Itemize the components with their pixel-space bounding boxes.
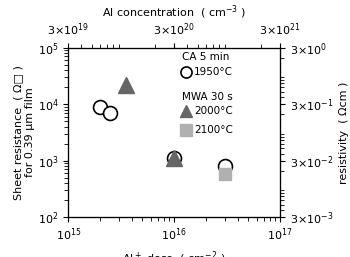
Text: CA 5 min: CA 5 min	[182, 52, 229, 62]
Text: 1950°C: 1950°C	[194, 67, 233, 77]
Text: 2100°C: 2100°C	[194, 125, 233, 135]
Text: 2000°C: 2000°C	[194, 106, 233, 116]
Y-axis label: resistivity  ( Ωcm ): resistivity ( Ωcm )	[339, 81, 349, 183]
Text: MWA 30 s: MWA 30 s	[182, 93, 232, 103]
X-axis label: Al concentration  ( cm$^{-3}$ ): Al concentration ( cm$^{-3}$ )	[102, 3, 246, 21]
X-axis label: Al$^+$ dose  ( cm$^{-2}$ ): Al$^+$ dose ( cm$^{-2}$ )	[122, 249, 226, 257]
Y-axis label: Sheet resistance  ( Ω□ )
for 0.39 µm film: Sheet resistance ( Ω□ ) for 0.39 µm film	[13, 65, 35, 200]
